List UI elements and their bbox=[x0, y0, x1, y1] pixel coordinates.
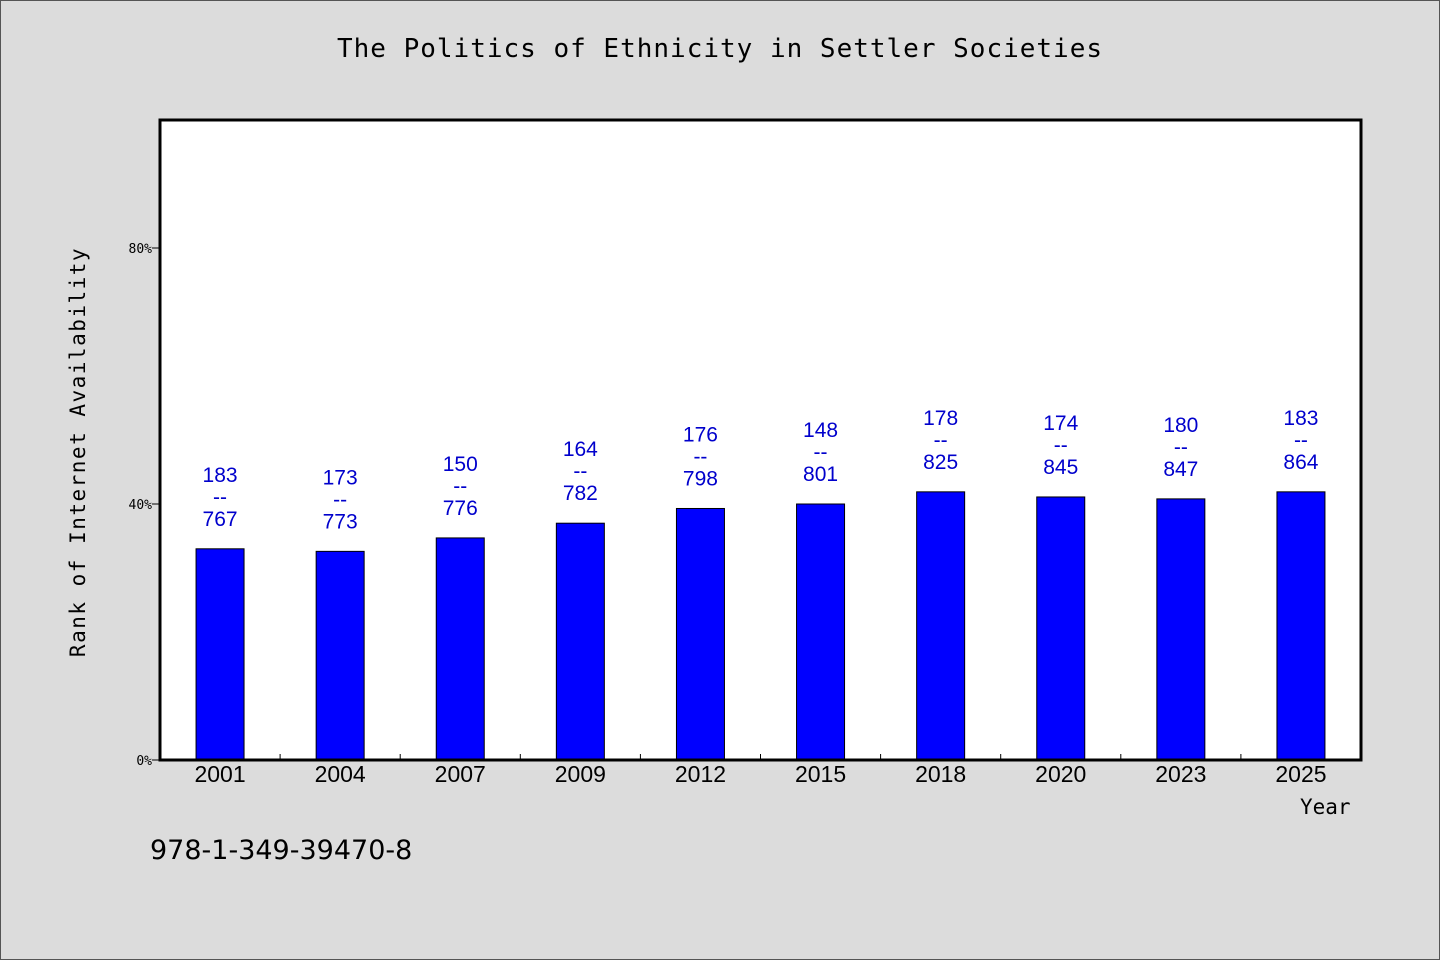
x-ticks-group: 2001 2004 2007 2009 2012 2015 2018 2020 2023 2025 bbox=[194, 754, 1327, 787]
bar-2015 bbox=[796, 503, 846, 761]
data-label-2020-top: 174 bbox=[1043, 412, 1078, 435]
data-label-2007-top: 150 bbox=[443, 453, 478, 476]
data-label-2015-sep: -- bbox=[814, 441, 828, 464]
data-label-2001-sep: -- bbox=[213, 486, 227, 509]
x-tick-label-2001: 2001 bbox=[194, 761, 245, 787]
x-tick-label-2009: 2009 bbox=[555, 761, 606, 787]
x-tick-label-2004: 2004 bbox=[315, 761, 366, 787]
data-label-2012-sep: -- bbox=[693, 445, 707, 468]
chart-title: The Politics of Ethnicity in Settler Soc… bbox=[336, 34, 1104, 64]
data-label-2004-top: 173 bbox=[323, 466, 358, 489]
data-label-2023-bottom: 847 bbox=[1163, 458, 1198, 481]
x-tick-label-2023: 2023 bbox=[1155, 761, 1206, 787]
isbn-footnote: 978-1-349-39470-8 bbox=[150, 835, 413, 866]
bar-2007 bbox=[435, 537, 485, 761]
data-label-2012-bottom: 798 bbox=[683, 467, 718, 490]
x-tick-label-2015: 2015 bbox=[795, 761, 846, 787]
bars-group bbox=[195, 491, 1326, 761]
bar-2012 bbox=[675, 507, 725, 761]
data-label-2018-sep: -- bbox=[934, 429, 948, 452]
x-tick-label-2012: 2012 bbox=[675, 761, 726, 787]
data-label-2018-top: 178 bbox=[923, 407, 958, 430]
data-label-2004-bottom: 773 bbox=[323, 510, 358, 533]
bar-2009 bbox=[555, 522, 605, 761]
y-tick-label-80: 80% bbox=[129, 242, 153, 257]
data-label-2020-sep: -- bbox=[1054, 434, 1068, 457]
x-tick-label-2007: 2007 bbox=[435, 761, 486, 787]
y-ticks-group: 0% 40% 80% bbox=[129, 242, 160, 769]
plot-border bbox=[158, 118, 1363, 762]
y-tick-label-40: 40% bbox=[129, 498, 153, 513]
data-labels-group: 183--767173--773150--776164--782176--798… bbox=[203, 407, 1319, 534]
data-label-2018-bottom: 825 bbox=[923, 451, 958, 474]
bar-2001 bbox=[195, 548, 245, 761]
bar-2023 bbox=[1156, 498, 1206, 761]
data-label-2009-bottom: 782 bbox=[563, 482, 598, 505]
data-label-2015-bottom: 801 bbox=[803, 463, 838, 486]
x-tick-label-2018: 2018 bbox=[915, 761, 966, 787]
data-label-2009-sep: -- bbox=[573, 460, 587, 483]
data-label-2004-sep: -- bbox=[333, 488, 347, 511]
data-label-2015-top: 148 bbox=[803, 419, 838, 442]
data-label-2025-top: 183 bbox=[1283, 407, 1318, 430]
data-label-2001-top: 183 bbox=[203, 464, 238, 487]
bar-2018 bbox=[916, 491, 966, 761]
x-tick-label-2025: 2025 bbox=[1275, 761, 1326, 787]
data-label-2025-bottom: 864 bbox=[1283, 451, 1318, 474]
x-tick-label-2020: 2020 bbox=[1035, 761, 1086, 787]
data-label-2020-bottom: 845 bbox=[1043, 456, 1078, 479]
bar-2020 bbox=[1036, 496, 1086, 761]
data-label-2007-sep: -- bbox=[453, 475, 467, 498]
bar-2025 bbox=[1276, 491, 1326, 761]
bar-2004 bbox=[315, 550, 365, 761]
data-label-2001-bottom: 767 bbox=[203, 508, 238, 531]
data-label-2023-top: 180 bbox=[1163, 414, 1198, 437]
data-label-2009-top: 164 bbox=[563, 438, 598, 461]
x-axis-label: Year bbox=[1300, 795, 1351, 819]
data-label-2025-sep: -- bbox=[1294, 429, 1308, 452]
data-label-2007-bottom: 776 bbox=[443, 497, 478, 520]
data-label-2012-top: 176 bbox=[683, 423, 718, 446]
data-label-2023-sep: -- bbox=[1174, 436, 1188, 459]
y-tick-label-0: 0% bbox=[136, 754, 152, 769]
